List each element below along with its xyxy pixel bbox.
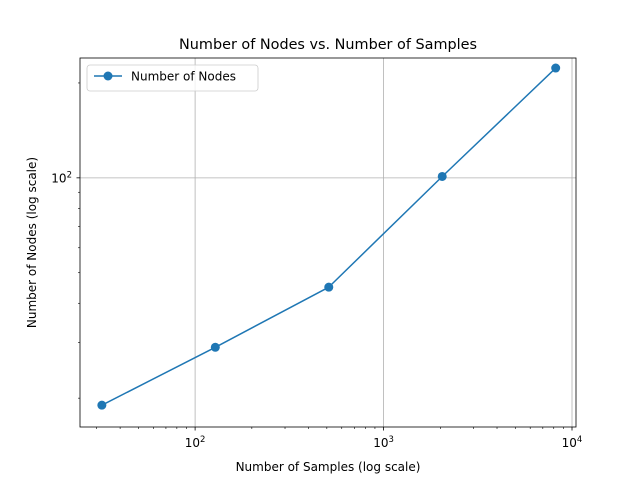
plot-frame — [79, 57, 577, 428]
x-tick-label: 103 — [373, 435, 394, 450]
x-tick-label-base: 10 — [373, 436, 388, 450]
series-layer — [97, 63, 561, 410]
x-tick-label: 102 — [185, 435, 206, 450]
legend-label: Number of Nodes — [131, 70, 236, 84]
y-tick-label-exponent: 2 — [67, 170, 72, 180]
y-axis: 102 — [51, 82, 80, 399]
plot-area — [79, 57, 577, 428]
data-point — [210, 342, 220, 352]
plot-background — [80, 58, 576, 427]
legend-box — [86, 64, 259, 92]
data-point — [551, 63, 561, 73]
y-tick-label: 102 — [51, 170, 72, 185]
x-tick-label-exponent: 2 — [200, 435, 205, 445]
x-tick-label-base: 10 — [562, 436, 577, 450]
x-axis-label: Number of Samples (log scale) — [236, 460, 421, 474]
x-tick-label-base: 10 — [185, 436, 200, 450]
legend: Number of Nodes — [86, 64, 259, 92]
grid — [80, 58, 576, 427]
x-tick-label: 104 — [562, 435, 583, 450]
data-point — [437, 171, 447, 181]
data-point — [97, 400, 107, 410]
y-axis-label: Number of Nodes (log scale) — [25, 157, 39, 328]
x-axis: 102 103 104 — [96, 427, 583, 450]
data-point — [324, 282, 334, 292]
legend-marker — [103, 71, 113, 81]
chart-title: Number of Nodes vs. Number of Samples — [179, 37, 477, 53]
x-tick-label-exponent: 3 — [388, 435, 393, 445]
y-tick-label-base: 10 — [51, 171, 66, 185]
x-tick-label-exponent: 4 — [577, 435, 582, 445]
